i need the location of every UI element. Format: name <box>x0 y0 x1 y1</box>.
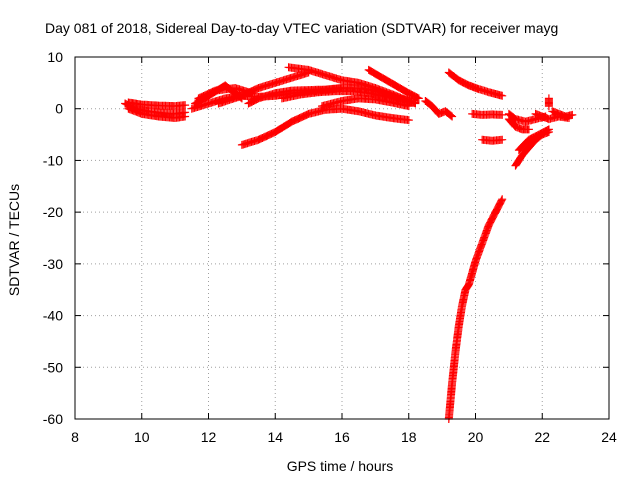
x-tick-label: 14 <box>267 429 283 445</box>
series-markers <box>468 110 506 119</box>
series-arc-14 <box>421 97 456 121</box>
x-tick-label: 16 <box>334 429 350 445</box>
series-arc-08 <box>238 105 413 149</box>
series-markers <box>238 105 413 149</box>
y-tick-label: -10 <box>43 152 63 168</box>
x-tick-label: 10 <box>134 429 150 445</box>
x-tick-label: 8 <box>71 429 79 445</box>
x-axis-label: GPS time / hours <box>287 458 394 474</box>
y-tick-label: -60 <box>43 411 63 427</box>
y-tick-label: -20 <box>43 204 63 220</box>
x-tick-label: 18 <box>401 429 417 445</box>
chart-title: Day 081 of 2018, Sidereal Day-to-day VTE… <box>45 20 558 36</box>
series-arc-18 <box>478 136 506 145</box>
series-arc-17 <box>468 110 506 119</box>
y-tick-label: 0 <box>55 101 63 117</box>
x-tick-label: 12 <box>201 429 217 445</box>
series-markers <box>421 97 456 121</box>
x-tick-label: 22 <box>534 429 550 445</box>
x-tick-label: 24 <box>601 429 617 445</box>
y-tick-label: 10 <box>47 49 63 65</box>
y-tick-label: -30 <box>43 256 63 272</box>
y-tick-label: -40 <box>43 308 63 324</box>
data-layer <box>121 63 576 423</box>
y-tick-label: -50 <box>43 359 63 375</box>
x-tick-label: 20 <box>468 429 484 445</box>
series-markers <box>478 136 506 145</box>
y-axis-label: SDTVAR / TECUs <box>6 184 22 296</box>
